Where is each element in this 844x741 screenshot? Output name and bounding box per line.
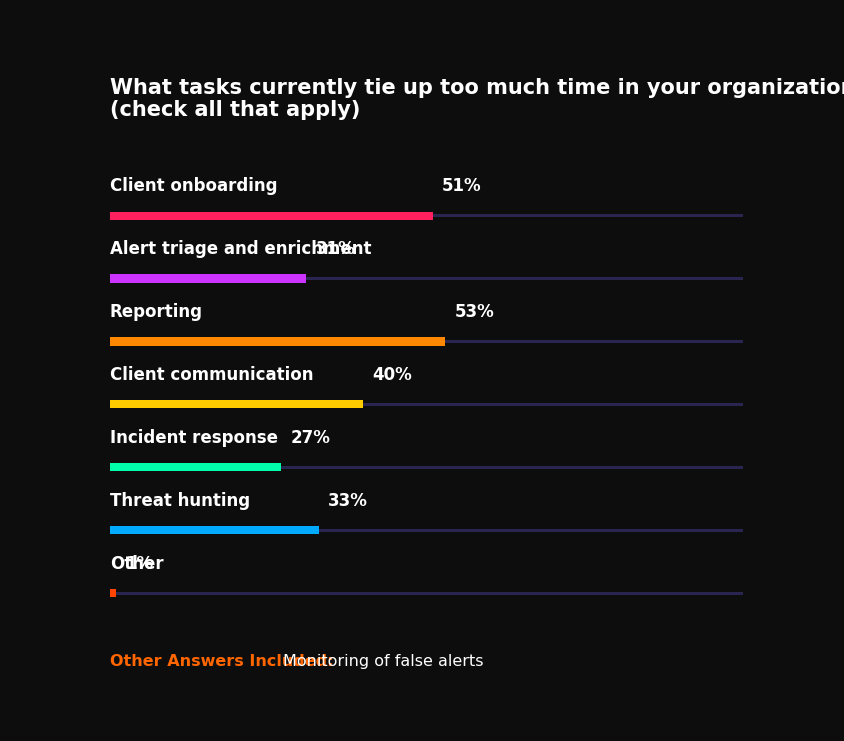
FancyBboxPatch shape [110,274,306,282]
Text: Alert triage and enrichment: Alert triage and enrichment [110,240,371,259]
FancyBboxPatch shape [110,466,743,469]
Text: (check all that apply): (check all that apply) [110,100,360,120]
Text: 53%: 53% [455,303,495,322]
Text: Other: Other [110,555,164,573]
Text: 31%: 31% [316,240,355,259]
FancyBboxPatch shape [110,277,743,280]
FancyBboxPatch shape [110,591,743,595]
Text: Threat hunting: Threat hunting [110,492,250,510]
Text: Client onboarding: Client onboarding [110,177,277,196]
Text: Reporting: Reporting [110,303,203,322]
FancyBboxPatch shape [110,340,743,343]
FancyBboxPatch shape [110,400,363,408]
FancyBboxPatch shape [110,528,743,532]
Text: Monitoring of false alerts: Monitoring of false alerts [283,654,484,668]
Text: Client communication: Client communication [110,366,313,385]
Text: 51%: 51% [442,177,482,196]
Text: What tasks currently tie up too much time in your organization?: What tasks currently tie up too much tim… [110,78,844,98]
FancyBboxPatch shape [110,337,446,345]
FancyBboxPatch shape [110,526,319,534]
FancyBboxPatch shape [110,403,743,406]
Text: 27%: 27% [290,429,330,448]
Text: Incident response: Incident response [110,429,278,448]
Text: 40%: 40% [372,366,412,385]
FancyBboxPatch shape [110,589,116,597]
FancyBboxPatch shape [110,214,743,217]
FancyBboxPatch shape [110,211,432,219]
Text: 1%: 1% [126,555,154,573]
Text: Other Answers Included:: Other Answers Included: [110,654,333,668]
FancyBboxPatch shape [110,463,280,471]
Text: 33%: 33% [328,492,368,510]
